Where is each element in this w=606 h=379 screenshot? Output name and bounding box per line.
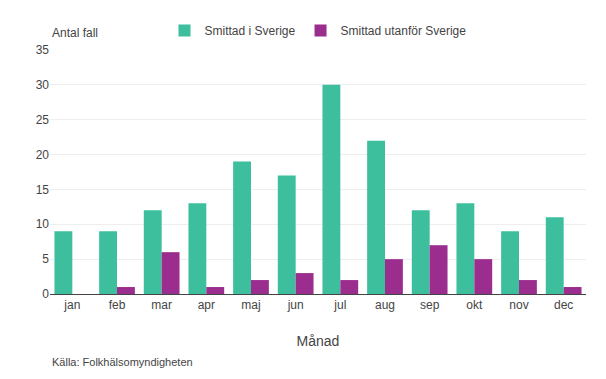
svg-text:aug: aug	[375, 298, 395, 312]
svg-text:30: 30	[36, 78, 50, 92]
svg-text:20: 20	[36, 148, 50, 162]
svg-text:jan: jan	[63, 298, 80, 312]
svg-text:nov: nov	[509, 298, 528, 312]
svg-text:0: 0	[42, 287, 49, 301]
svg-text:dec: dec	[554, 298, 573, 312]
svg-text:Antal fall: Antal fall	[52, 26, 98, 40]
svg-text:okt: okt	[466, 298, 483, 312]
svg-text:Månad: Månad	[297, 333, 340, 349]
svg-text:maj: maj	[241, 298, 260, 312]
svg-text:feb: feb	[109, 298, 126, 312]
svg-text:5: 5	[42, 252, 49, 266]
svg-text:Smittad utanför Sverige: Smittad utanför Sverige	[341, 24, 467, 38]
svg-text:Källa: Folkhälsomyndigheten: Källa: Folkhälsomyndigheten	[52, 356, 193, 368]
svg-text:15: 15	[36, 183, 50, 197]
svg-text:Smittad i Sverige: Smittad i Sverige	[205, 24, 296, 38]
svg-text:25: 25	[36, 113, 50, 127]
svg-text:apr: apr	[198, 298, 215, 312]
svg-text:10: 10	[36, 217, 50, 231]
svg-text:35: 35	[36, 43, 50, 57]
svg-text:mar: mar	[151, 298, 172, 312]
svg-text:jun: jun	[287, 298, 304, 312]
svg-text:jul: jul	[333, 298, 346, 312]
svg-text:sep: sep	[420, 298, 440, 312]
